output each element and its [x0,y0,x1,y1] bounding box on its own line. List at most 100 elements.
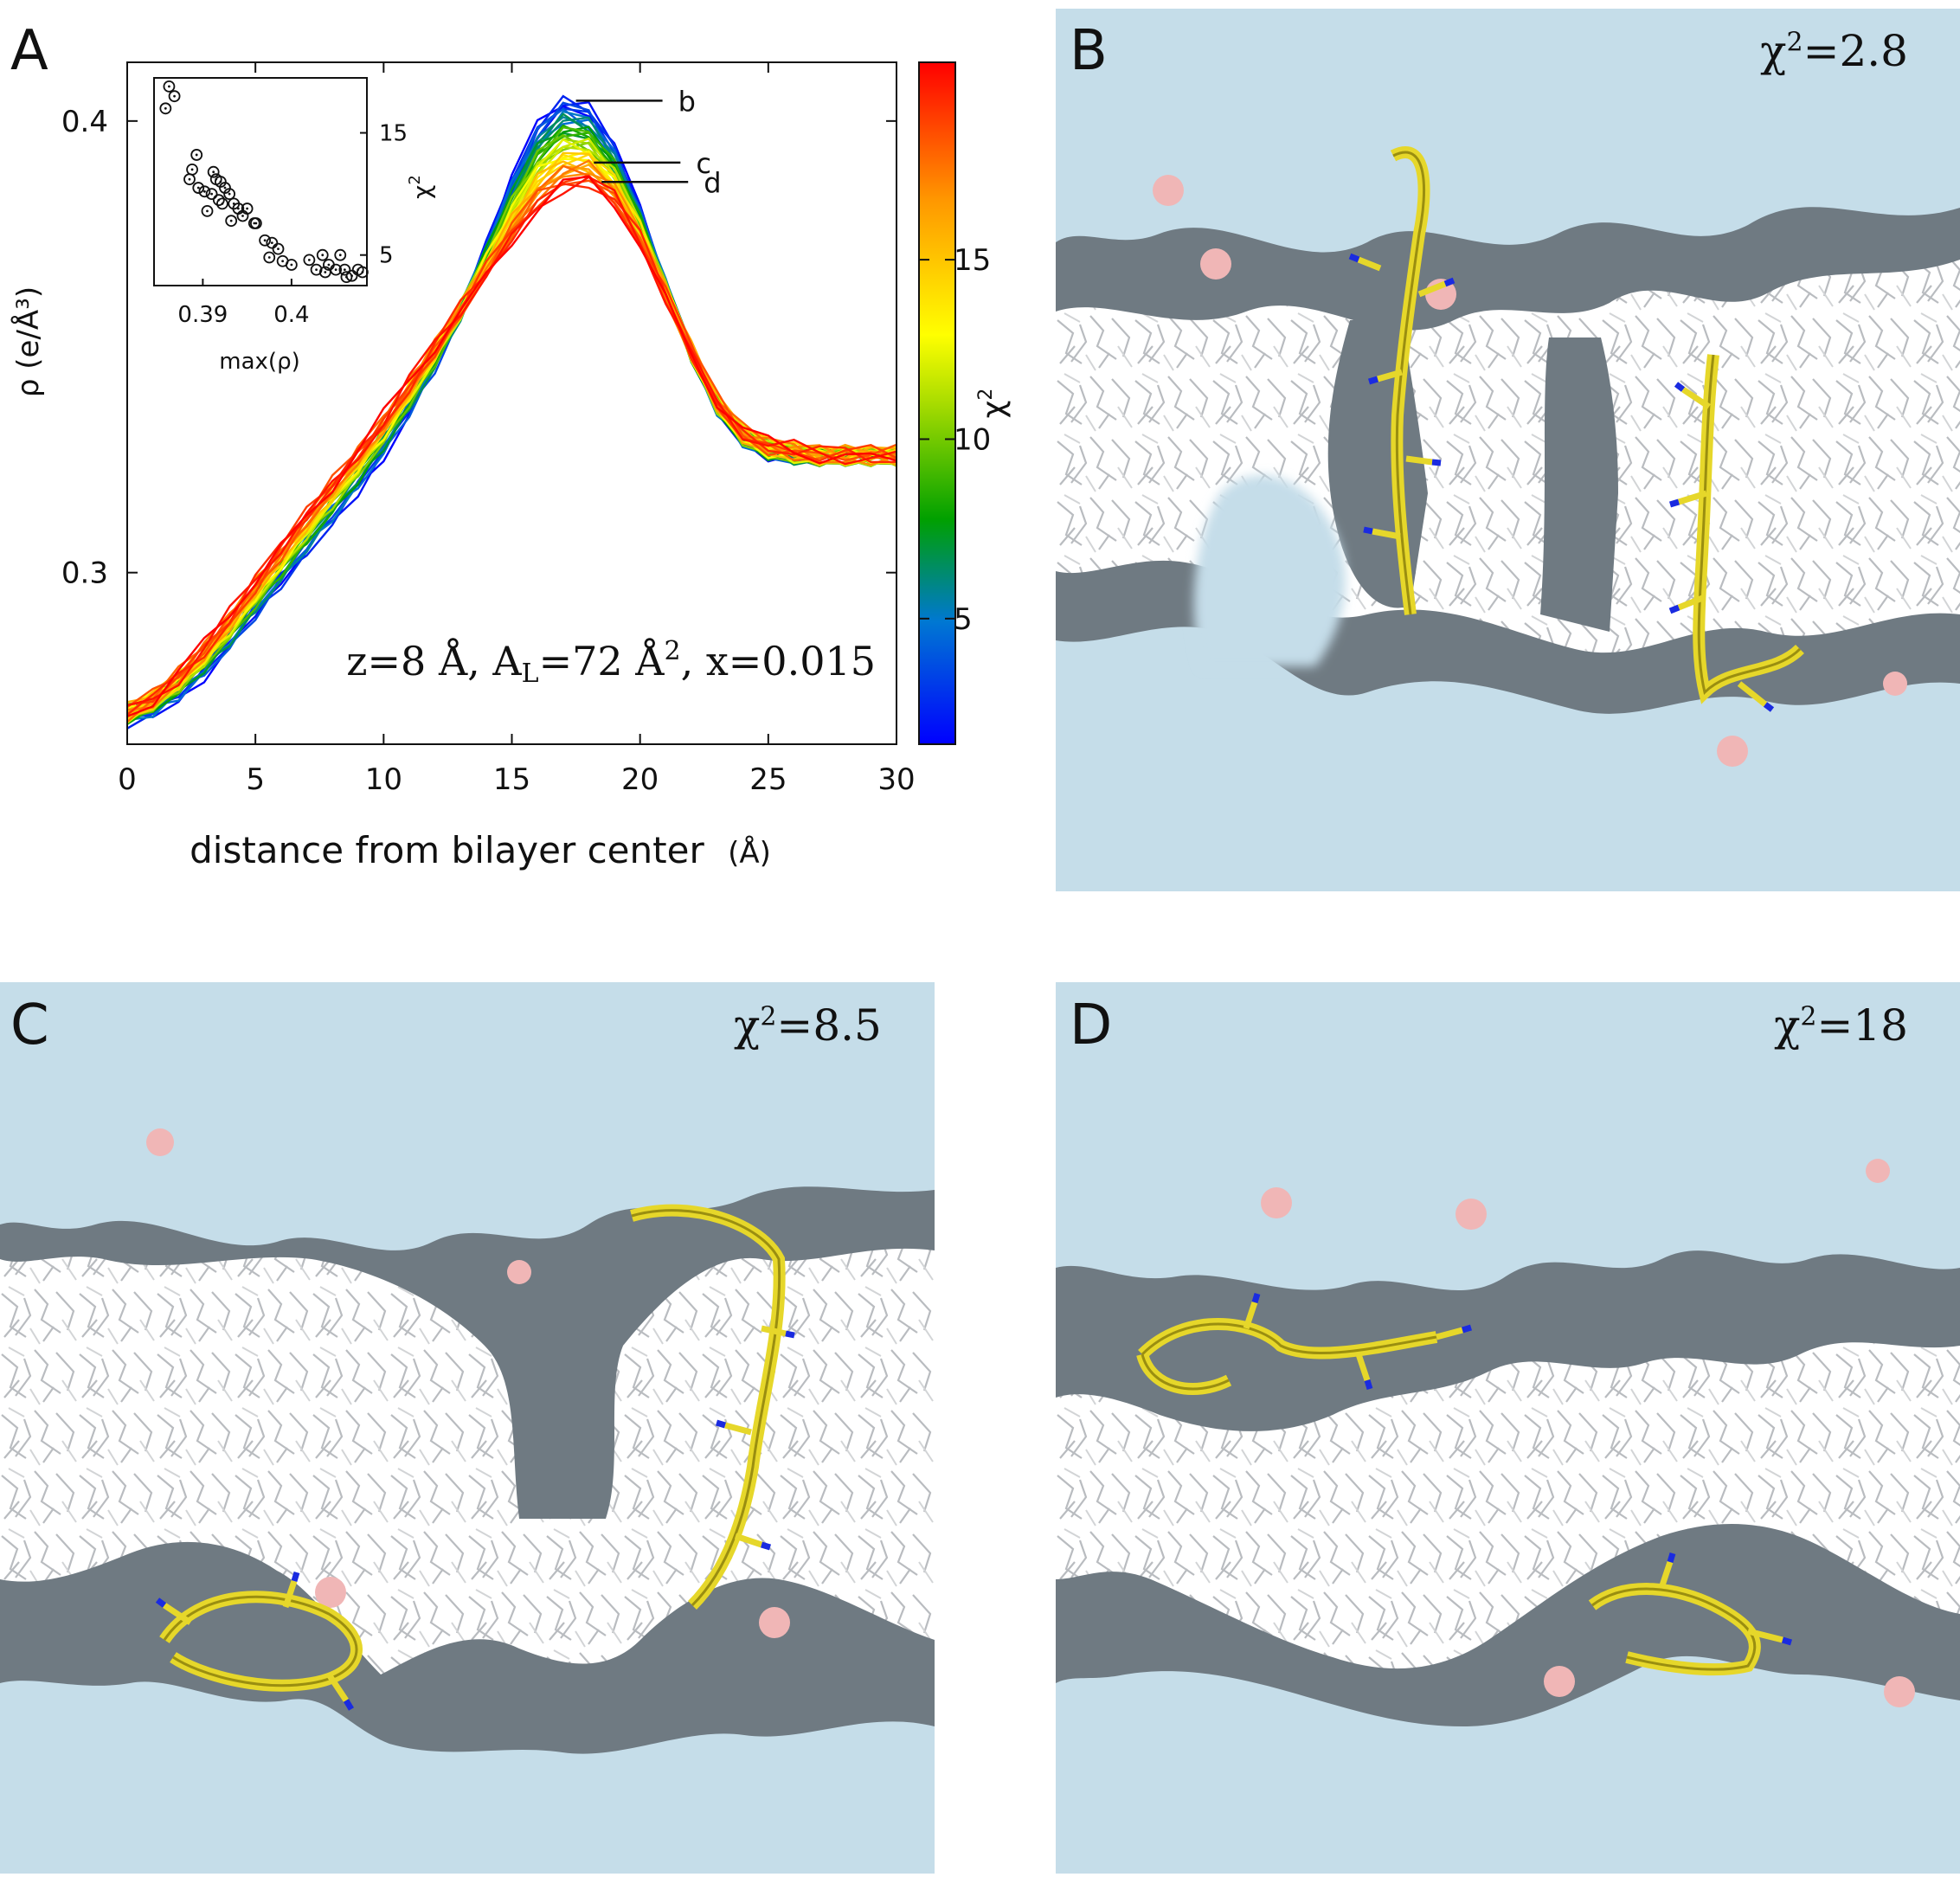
inset-point-dot [327,263,331,267]
inset-point-dot [228,192,231,196]
peak-marker-label: c [696,147,711,180]
x-tick-label: 10 [365,762,402,797]
panel-letter-c: C [10,993,49,1057]
inset-point [159,102,172,115]
inset-point-dot [267,256,271,259]
inset-point-dot [290,263,293,267]
density-chart: bcd 0 5 10 15 20 25 30 0.3 0.4 distance from bi… [10,61,1012,871]
inset-point [212,194,225,207]
colorbar-tick-label: 10 [954,422,991,457]
inset-point-dot [324,271,327,273]
inset-point [205,188,218,201]
x-tick-label: 15 [493,762,530,797]
inset-point [303,254,316,267]
inset-x-tick-label: 0.39 [177,302,228,328]
y-tick-label: 0.4 [61,105,108,139]
density-curve [127,176,896,707]
inset-point [259,234,272,247]
inset-point-dot [315,268,318,272]
x-tick-label: 30 [877,762,915,797]
inset-point [223,188,236,201]
panel-c-render [0,982,935,1874]
inset-point-dot [343,268,346,272]
inset-points [159,80,369,284]
peak-marker-label: b [678,85,696,118]
inset-y-label: χ2 [406,175,436,199]
inset-point [192,182,205,194]
inset-point [318,266,331,279]
density-curves [127,94,896,730]
inset-point [216,197,228,210]
inset-point [190,149,203,161]
inset-frame [153,77,368,286]
inset-point-dot [246,207,249,210]
panel-b-render [1056,9,1960,891]
inset-y-tick-label: 5 [379,243,394,269]
colorbar [918,61,956,745]
inset-point [201,204,214,217]
inset-point-dot [219,180,222,183]
y-tick-label: 0.3 [61,556,108,591]
inset-point [330,263,343,276]
inset-point-dot [270,241,273,244]
inset-point-dot [254,222,258,225]
inset-point [338,263,351,276]
inset-point [285,259,298,271]
inset-point-dot [206,209,209,213]
inset-point [225,215,238,228]
inset-point [241,202,254,215]
x-axis-label: distance from bilayer center (Å) [190,829,771,871]
inset-point-dot [210,192,214,196]
inset-point-dot [281,260,285,263]
x-tick-label: 0 [118,762,137,797]
inset-point-dot [195,153,198,157]
y-ticks: 0.3 0.4 [61,105,896,591]
density-curve [127,175,896,717]
peak-marker-label: d [704,166,721,199]
chi2-label-b: χ2=2.8 [1760,26,1908,76]
inset-point-dot [263,239,267,242]
inset-point-dot [241,215,244,217]
inset-point [334,248,347,261]
density-curve [127,183,896,716]
inset-point-dot [277,247,280,251]
inset-point-dot [307,258,311,261]
membrane-snapshot-c [0,982,935,1874]
inset-point-dot [236,207,240,210]
panel-letter-b: B [1070,19,1108,83]
chi2-label-c: χ2=8.5 [734,1000,882,1051]
colorbar-ticks: 5 10 15 [919,243,991,637]
panel-letter-d: D [1070,993,1113,1057]
panel-letter-a: A [10,19,48,83]
inset-point-dot [223,186,227,190]
membrane-snapshot-b [1056,9,1960,891]
inset-point [340,271,353,284]
membrane-snapshot-d [1056,982,1960,1874]
inset-point-dot [164,106,167,110]
inset-point [163,80,176,93]
inset-point-dot [321,254,325,257]
inset-point [316,248,329,261]
inset-point [207,165,220,178]
inset-point [198,185,211,198]
inset-point [183,173,196,186]
inset-x-tick-label: 0.4 [273,302,309,328]
inset-point-dot [338,254,342,257]
x-tick-label: 25 [749,762,787,797]
inset-point [247,217,260,229]
inset-point [272,242,285,255]
inset-point-dot [188,177,191,181]
inset-point [356,266,369,279]
inset-point [168,90,181,103]
inset-point-dot [229,219,233,222]
inset-point [263,251,276,264]
inset-point-dot [361,271,364,273]
peak-markers: bcd [575,85,722,199]
inset-point-dot [221,202,224,205]
inset-ticks: 0.39 0.4 5 15 [177,121,408,328]
inset-point-dot [212,170,215,174]
inset-point-dot [168,85,170,88]
inset-point-dot [350,274,353,278]
inset-scatter: 0.39 0.4 5 15 max(ρ) χ2 [153,77,436,375]
inset-point [266,236,279,249]
